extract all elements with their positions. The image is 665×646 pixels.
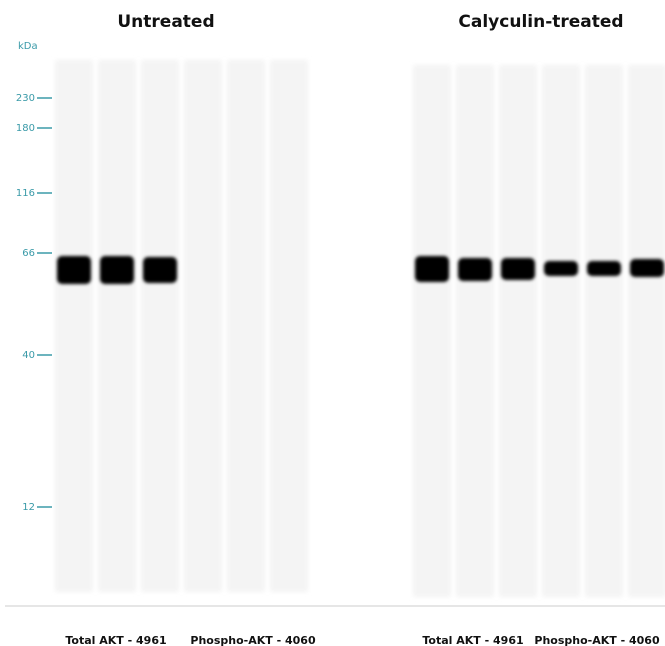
marker-label: 66 xyxy=(22,248,35,259)
panel-title: Calyculin-treated xyxy=(458,12,623,32)
lane xyxy=(499,65,537,597)
lane-label: Total AKT - 4961 xyxy=(422,634,523,646)
lane xyxy=(55,60,93,592)
band xyxy=(57,256,91,284)
lane-label: Total AKT - 4961 xyxy=(65,634,166,646)
markers: 230 180 116 66 40 12 xyxy=(16,93,52,513)
lane-label: Phospho-AKT - 4060 xyxy=(190,634,316,646)
lane xyxy=(456,65,494,597)
band xyxy=(501,258,535,280)
marker-label: 180 xyxy=(16,123,35,134)
lane xyxy=(413,65,451,597)
band xyxy=(544,261,578,276)
lanes xyxy=(55,60,665,597)
lane-label: Phospho-AKT - 4060 xyxy=(534,634,660,646)
band xyxy=(458,258,492,281)
lane xyxy=(542,65,580,597)
marker-label: 230 xyxy=(16,93,35,104)
blot-figure: Untreated Calyculin-treated kDa 230 180 11… xyxy=(0,0,665,646)
lane xyxy=(628,65,665,597)
band xyxy=(630,259,664,277)
lane xyxy=(141,60,179,592)
marker-unit: kDa xyxy=(18,41,38,52)
band xyxy=(100,256,134,284)
lane xyxy=(184,60,222,592)
lane xyxy=(585,65,623,597)
lane xyxy=(227,60,265,592)
marker-label: 116 xyxy=(16,188,35,199)
marker-label: 12 xyxy=(22,502,35,513)
band xyxy=(143,257,177,283)
band xyxy=(587,261,621,276)
marker-label: 40 xyxy=(22,350,35,361)
panel-title: Untreated xyxy=(117,12,214,32)
lane xyxy=(270,60,308,592)
band xyxy=(415,256,449,282)
lane xyxy=(98,60,136,592)
